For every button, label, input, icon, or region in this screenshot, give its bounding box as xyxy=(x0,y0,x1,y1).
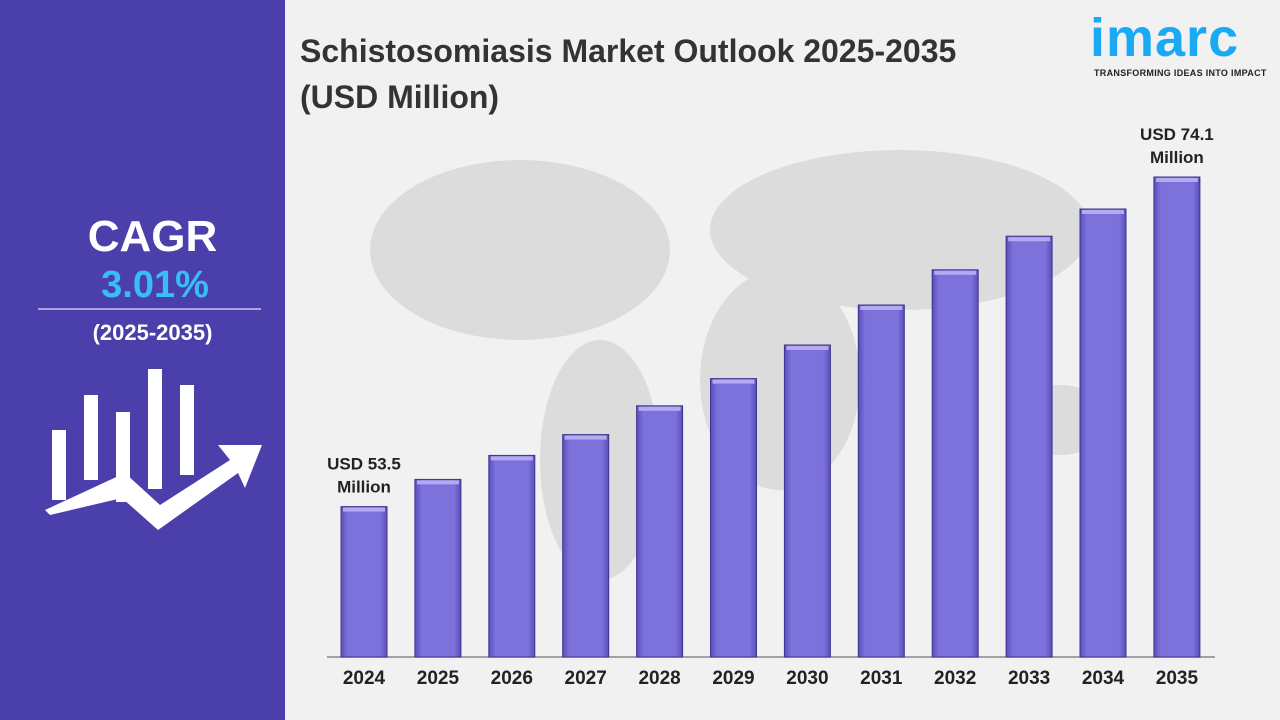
x-tick-label: 2034 xyxy=(1082,668,1125,689)
x-tick-label: 2026 xyxy=(491,668,533,689)
data-label: USD 74.1 xyxy=(1140,125,1214,144)
x-tick-label: 2032 xyxy=(934,668,976,689)
bar-highlight xyxy=(343,507,385,512)
bar-2030 xyxy=(783,344,831,658)
bar-2025 xyxy=(414,478,462,658)
x-tick-label: 2024 xyxy=(343,668,386,689)
bar-2026 xyxy=(488,454,536,658)
bar-highlight xyxy=(638,406,681,411)
bar-highlight xyxy=(490,456,533,461)
divider xyxy=(38,308,261,310)
x-tick-label: 2025 xyxy=(417,668,460,689)
cagr-value: 3.01% xyxy=(101,264,209,306)
cagr-label: CAGR xyxy=(87,212,218,261)
bar-2031 xyxy=(857,304,905,658)
bar-highlight xyxy=(860,306,903,310)
x-tick-label: 2035 xyxy=(1156,668,1199,689)
bar-2033 xyxy=(1005,235,1053,658)
logo-tagline: TRANSFORMING IDEAS INTO IMPACT xyxy=(1094,68,1267,78)
bar-highlight xyxy=(934,270,977,275)
bar-2027 xyxy=(562,434,610,658)
bar-2032 xyxy=(931,269,979,658)
data-label: USD 53.5 xyxy=(327,455,401,474)
bar-highlight xyxy=(1155,178,1198,182)
bar-highlight xyxy=(1008,237,1051,242)
x-tick-label: 2027 xyxy=(565,668,607,689)
bar-highlight xyxy=(712,379,755,384)
bar-highlight xyxy=(416,480,459,485)
bar-2028 xyxy=(636,405,684,658)
chart-title: Schistosomiasis Market Outlook 2025-2035… xyxy=(300,33,957,115)
logo-word: imarc xyxy=(1090,8,1240,68)
cagr-panel: CAGR 3.01% (2025-2035) xyxy=(0,0,285,720)
data-label-unit: Million xyxy=(337,478,391,497)
data-label-unit: Million xyxy=(1150,148,1204,167)
bar-2035 xyxy=(1153,176,1201,658)
x-tick-label: 2033 xyxy=(1008,668,1050,689)
bar-highlight xyxy=(564,435,607,440)
imarc-logo: imarc TRANSFORMING IDEAS INTO IMPACT xyxy=(1090,8,1270,78)
x-tick-label: 2030 xyxy=(786,668,828,689)
x-tick-label: 2031 xyxy=(860,668,903,689)
x-tick-label: 2029 xyxy=(712,668,754,689)
cagr-period: (2025-2035) xyxy=(92,320,213,345)
bar-highlight xyxy=(1082,210,1124,214)
x-tick-label: 2028 xyxy=(638,668,680,689)
bar-2034 xyxy=(1079,208,1127,658)
bar-2024 xyxy=(340,506,388,658)
bar-2029 xyxy=(710,378,757,658)
bar-highlight xyxy=(786,346,829,350)
bar-chart-growth-arrow-icon xyxy=(45,369,262,530)
